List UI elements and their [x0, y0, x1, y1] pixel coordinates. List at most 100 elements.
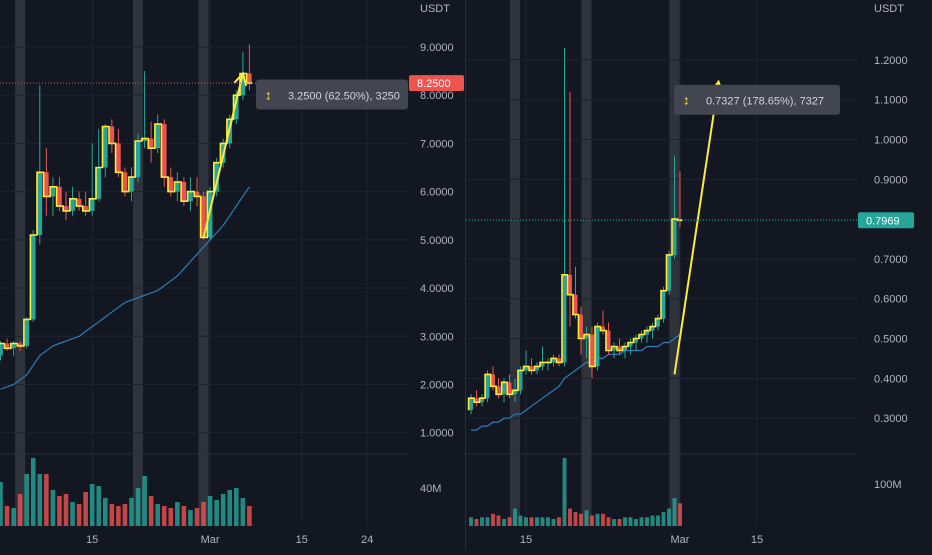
- candle-body[interactable]: [474, 398, 479, 403]
- session-band[interactable]: [15, 0, 26, 526]
- volume-bar[interactable]: [109, 504, 115, 526]
- candle-body[interactable]: [63, 206, 69, 211]
- candle-body[interactable]: [656, 318, 660, 327]
- price-axis-background[interactable]: [408, 0, 482, 550]
- volume-bar[interactable]: [474, 519, 479, 526]
- candle-body[interactable]: [109, 126, 115, 144]
- volume-bar[interactable]: [4, 506, 10, 526]
- candle-body[interactable]: [44, 172, 49, 197]
- volume-bar[interactable]: [207, 496, 213, 526]
- volume-bar[interactable]: [214, 500, 219, 526]
- candle-body[interactable]: [11, 343, 16, 349]
- candle-body[interactable]: [612, 346, 616, 351]
- volume-bar[interactable]: [76, 504, 82, 526]
- volume-bar[interactable]: [181, 506, 187, 526]
- volume-bar[interactable]: [70, 502, 75, 526]
- volume-bar[interactable]: [606, 517, 611, 526]
- candle-body[interactable]: [214, 162, 219, 192]
- volume-bar[interactable]: [116, 506, 121, 526]
- candle-body[interactable]: [17, 343, 23, 346]
- volume-bar[interactable]: [0, 482, 3, 526]
- candle-body[interactable]: [562, 274, 567, 363]
- candle-body[interactable]: [83, 206, 88, 211]
- candle-body[interactable]: [161, 124, 167, 178]
- candle-body[interactable]: [524, 366, 528, 371]
- volume-bar[interactable]: [50, 490, 56, 526]
- volume-bar[interactable]: [24, 474, 29, 526]
- session-band[interactable]: [669, 0, 680, 526]
- candle-body[interactable]: [601, 326, 605, 331]
- candle-body[interactable]: [579, 314, 583, 339]
- volume-bar[interactable]: [83, 492, 88, 526]
- moving-average-line[interactable]: [0, 186, 250, 390]
- session-band[interactable]: [510, 0, 520, 526]
- volume-bar[interactable]: [518, 515, 523, 526]
- volume-bar[interactable]: [590, 515, 594, 526]
- candle-body[interactable]: [529, 366, 534, 371]
- candle-body[interactable]: [168, 177, 174, 192]
- price-axis-background[interactable]: [857, 0, 932, 550]
- candle-body[interactable]: [628, 342, 633, 347]
- candle-body[interactable]: [606, 330, 611, 351]
- volume-bar[interactable]: [194, 508, 200, 526]
- candle-body[interactable]: [485, 374, 490, 399]
- candle-body[interactable]: [30, 235, 36, 320]
- candle-body[interactable]: [76, 198, 82, 207]
- volume-bar[interactable]: [103, 498, 108, 526]
- candle-body[interactable]: [142, 138, 147, 141]
- candle-body[interactable]: [96, 167, 102, 199]
- candle-body[interactable]: [24, 319, 29, 346]
- candle-body[interactable]: [557, 358, 561, 363]
- volume-bar[interactable]: [562, 458, 567, 526]
- candle-body[interactable]: [480, 398, 484, 403]
- candle-body[interactable]: [617, 346, 622, 351]
- candle-body[interactable]: [650, 326, 655, 331]
- candle-body[interactable]: [4, 343, 10, 349]
- volume-bar[interactable]: [155, 504, 160, 526]
- candle-body[interactable]: [0, 343, 3, 356]
- volume-bar[interactable]: [623, 517, 627, 526]
- candle-body[interactable]: [667, 254, 671, 291]
- candle-outline-highlight[interactable]: [0, 72, 253, 356]
- candle-body[interactable]: [672, 219, 677, 255]
- volume-bar[interactable]: [142, 476, 147, 526]
- volume-bar[interactable]: [480, 517, 484, 526]
- volume-bar[interactable]: [557, 517, 561, 526]
- measure-arrow-line[interactable]: [202, 73, 244, 238]
- candle-outline-highlight[interactable]: [467, 218, 683, 411]
- candle-body[interactable]: [194, 191, 200, 197]
- candle-body[interactable]: [513, 390, 517, 395]
- candle-body[interactable]: [240, 73, 246, 96]
- candle-body[interactable]: [247, 73, 252, 84]
- moving-average-line[interactable]: [471, 334, 681, 431]
- candle-body[interactable]: [234, 95, 239, 120]
- measure-arrow-line[interactable]: [673, 81, 720, 375]
- candle-body[interactable]: [584, 334, 589, 339]
- volume-bar[interactable]: [485, 517, 490, 526]
- volume-bar[interactable]: [240, 498, 246, 526]
- candle-body[interactable]: [540, 362, 545, 367]
- candle-body[interactable]: [50, 186, 56, 197]
- volume-bar[interactable]: [551, 519, 556, 526]
- candle-body[interactable]: [645, 330, 649, 335]
- volume-bar[interactable]: [469, 517, 473, 526]
- volume-bar[interactable]: [672, 498, 677, 526]
- candle-body[interactable]: [551, 358, 556, 363]
- candle-body[interactable]: [57, 186, 62, 207]
- candle-body[interactable]: [135, 140, 141, 178]
- candle-body[interactable]: [89, 198, 95, 211]
- candle-body[interactable]: [491, 374, 495, 387]
- last-price-tag[interactable]: [858, 212, 914, 229]
- candle-body[interactable]: [122, 172, 128, 192]
- volume-bar[interactable]: [247, 506, 252, 526]
- candle-body[interactable]: [201, 196, 206, 238]
- last-price-tag[interactable]: [409, 75, 464, 92]
- volume-bar[interactable]: [44, 474, 49, 526]
- candle-body[interactable]: [634, 338, 638, 343]
- volume-bar[interactable]: [612, 519, 616, 526]
- volume-bar[interactable]: [579, 513, 583, 526]
- session-band[interactable]: [581, 0, 592, 526]
- volume-bar[interactable]: [546, 517, 550, 526]
- volume-bar[interactable]: [645, 517, 649, 526]
